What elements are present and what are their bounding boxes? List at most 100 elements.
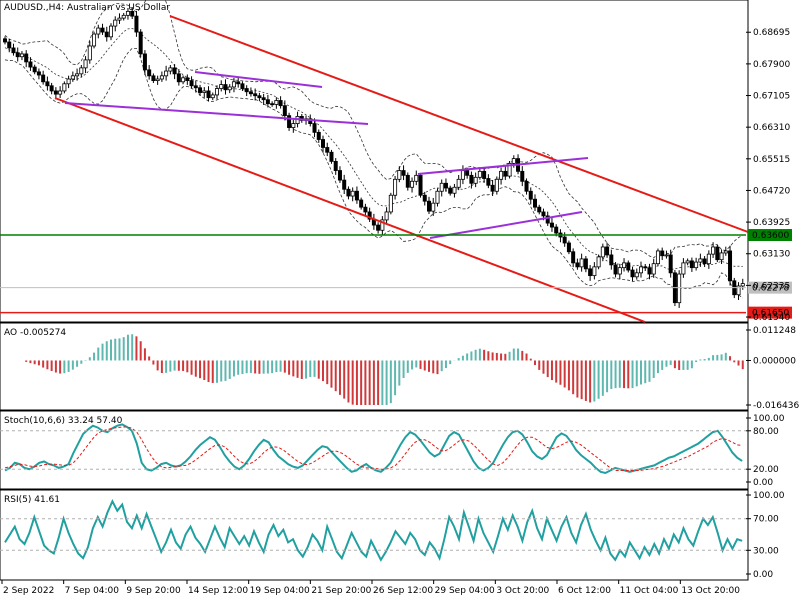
candle-bear <box>715 246 720 261</box>
time-tick-label: 26 Sep 12:00 <box>373 586 433 596</box>
candle-bull <box>96 27 101 35</box>
rsi-panel[interactable] <box>0 489 749 581</box>
candle-bear <box>469 174 474 184</box>
candle-bull <box>397 170 402 180</box>
wedge-lower-1[interactable] <box>64 102 369 125</box>
trendlines[interactable] <box>54 15 749 323</box>
candle-bear <box>49 85 54 92</box>
candle-bear <box>702 258 707 265</box>
horizontal-levels: 0.62278 0.63600 0.61650 <box>0 229 792 319</box>
candle-bull <box>456 178 461 188</box>
candle-bear <box>257 95 262 99</box>
candle-bear <box>240 83 245 89</box>
main-panel[interactable] <box>0 0 749 323</box>
candle-bull <box>706 253 711 265</box>
price-tick-label: 0.63925 <box>753 218 790 228</box>
ao-axis: 0.011248 0.000000 -0.016436 <box>746 326 799 411</box>
candle-bear <box>151 75 156 82</box>
candle-bull <box>698 258 703 263</box>
candle-bear <box>376 224 381 231</box>
price-tick-label: 0.66310 <box>753 123 790 133</box>
candle-bear <box>541 211 546 217</box>
wedge-upper-2[interactable] <box>417 157 589 175</box>
candle-bear <box>320 139 325 148</box>
candle-bull <box>380 219 385 231</box>
price-tick-label: 0.63130 <box>753 250 790 260</box>
candle-bear <box>53 90 58 95</box>
candle-bull <box>681 262 686 275</box>
price-tick-label: 0.67105 <box>753 92 790 102</box>
candle-bull <box>435 190 440 204</box>
candle-bull <box>58 90 63 95</box>
candle-bull <box>414 174 419 182</box>
candle-bull <box>634 272 639 278</box>
time-tick-label: 13 Oct 20:00 <box>681 586 740 596</box>
tick-label: 0.00 <box>753 478 773 488</box>
candle-bear <box>142 53 147 71</box>
tick-label: 0.00 <box>753 570 773 580</box>
candle-bear <box>287 115 292 128</box>
wedge-upper-1[interactable] <box>194 71 323 88</box>
candle-bear <box>549 222 554 228</box>
candle-bear <box>562 236 567 244</box>
candle-bear <box>138 31 143 55</box>
candle-bear <box>533 198 538 208</box>
candle-bull <box>202 90 207 93</box>
candle-bear <box>588 268 593 277</box>
candle-bull <box>384 211 389 221</box>
candle-bear <box>333 160 338 171</box>
time-tick-label: 7 Sep 04:00 <box>65 586 120 596</box>
candle-bear <box>236 81 241 85</box>
candle-bear <box>316 131 321 140</box>
rsi-line <box>0 498 746 562</box>
candle-bear <box>100 27 105 33</box>
candle-bear <box>537 206 542 213</box>
candle-bear <box>325 147 330 153</box>
price-tick-label: 0.68695 <box>753 28 790 38</box>
candle-bear <box>248 91 253 95</box>
channel-upper-line[interactable] <box>169 15 749 233</box>
candle-bull <box>460 170 465 180</box>
tick-label: 100.00 <box>753 491 785 501</box>
candle-bear <box>405 174 410 188</box>
candle-bear <box>426 200 431 212</box>
ao-title: AO -0.005274 <box>4 328 66 338</box>
candle-bear <box>24 53 29 63</box>
ao-tick-label: 0.000000 <box>753 356 796 366</box>
candle-bear <box>15 52 20 58</box>
candle-bull <box>592 266 597 277</box>
candle-bull <box>711 246 716 255</box>
candle-bear <box>189 80 194 87</box>
candle-bull <box>214 88 219 96</box>
candle-bear <box>172 67 177 75</box>
candle-bear <box>36 71 41 76</box>
candle-bear <box>329 151 334 162</box>
candle-bear <box>422 194 427 202</box>
series-line-1 <box>4 426 743 471</box>
level-tag <box>748 229 792 242</box>
candle-bull <box>79 67 84 75</box>
stoch-panel[interactable] <box>0 410 749 490</box>
candle-bull <box>651 263 656 275</box>
candle-bear <box>524 180 529 192</box>
tick-label: 30.00 <box>753 546 779 556</box>
series-line-0 <box>4 498 743 562</box>
wedge-lower-2[interactable] <box>429 211 583 239</box>
candle-bull <box>121 14 126 19</box>
candle-bull <box>596 256 601 268</box>
candle-bear <box>176 73 181 83</box>
price-tick-label: 0.64720 <box>753 186 790 196</box>
candle-bull <box>350 190 355 197</box>
candle-bull <box>617 267 622 275</box>
candle-bull <box>694 261 699 269</box>
candle-bear <box>401 170 406 176</box>
candle-bear <box>605 246 610 256</box>
channel-lower-line[interactable] <box>54 97 646 323</box>
candle-bull <box>393 178 398 196</box>
stoch-axis: 100.00 80.00 20.00 0.00 <box>746 414 785 488</box>
candle-bull <box>600 246 605 258</box>
candle-bear <box>486 178 491 186</box>
candle-bull <box>83 59 88 69</box>
tick-label: 70.00 <box>753 515 779 525</box>
